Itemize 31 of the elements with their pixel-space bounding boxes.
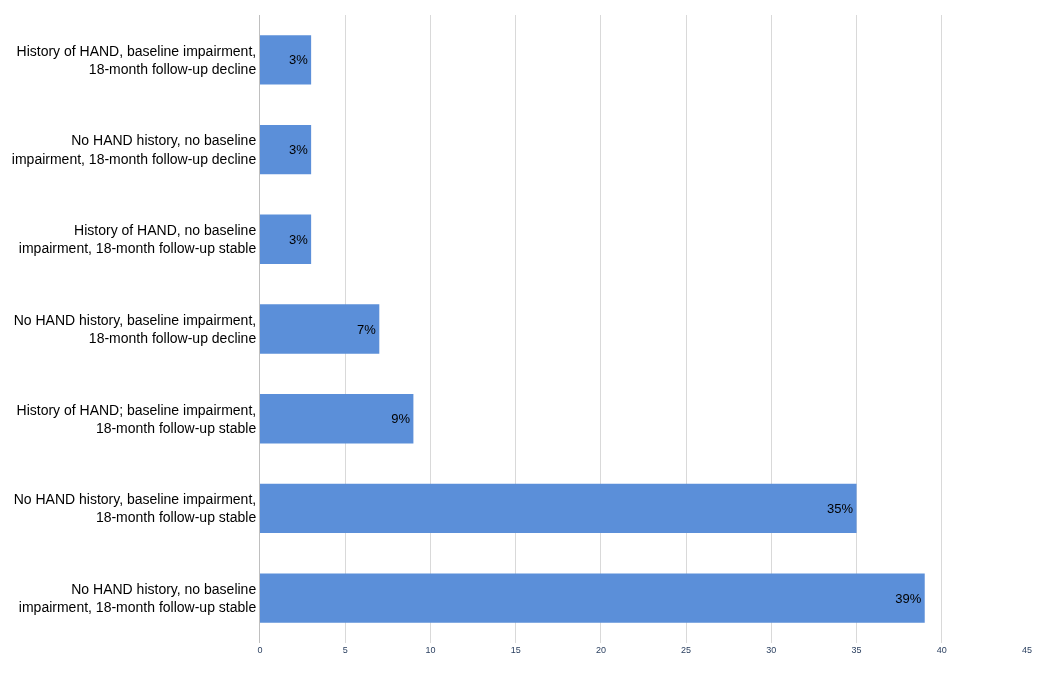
bar (260, 483, 857, 534)
x-tick-label: 0 (257, 645, 263, 655)
data-label: 3% (288, 52, 309, 68)
data-label: 39% (895, 590, 922, 606)
data-label: 7% (357, 321, 377, 337)
x-tick-label: 5 (342, 645, 348, 655)
x-tick-label: 25 (681, 645, 692, 655)
y-tick-label: History of HAND; baseline impairment, 18-month follow-up stable (16, 401, 257, 436)
bar (260, 573, 925, 623)
bar (260, 124, 312, 175)
y-tick-label: No HAND history, baseline impairment, 18-month follow-up decline (13, 311, 257, 346)
data-label: 3% (288, 231, 309, 247)
x-tick-label: 10 (425, 645, 436, 655)
y-tick-label: No HAND history, no baseline impairment, 18-month follow-up stable (18, 580, 257, 616)
y-tick-label: No HAND history, baseline impairment, 18-month follow-up stable (13, 491, 257, 526)
x-tick-label: 20 (595, 645, 606, 655)
x-tick-label: 45 (1021, 645, 1033, 655)
bar (260, 304, 380, 354)
data-label: 35% (827, 500, 854, 516)
y-tick-label: No HAND history, no baseline impairment, 18-month follow-up decline (11, 132, 257, 167)
data-label: 9% (391, 411, 411, 427)
bar (260, 394, 414, 444)
x-tick-label: 15 (510, 645, 521, 655)
y-tick-label: History of HAND, no baseline impairment, 18-month follow-up stable (18, 222, 257, 257)
x-tick-label: 30 (766, 645, 777, 655)
y-tick-label: History of HAND, baseline impairment, 18-month follow-up decline (16, 42, 257, 77)
bar (260, 214, 312, 264)
data-label: 3% (288, 142, 309, 158)
x-tick-label: 35 (851, 645, 862, 655)
bar (260, 35, 312, 85)
x-tick-label: 40 (936, 645, 947, 655)
